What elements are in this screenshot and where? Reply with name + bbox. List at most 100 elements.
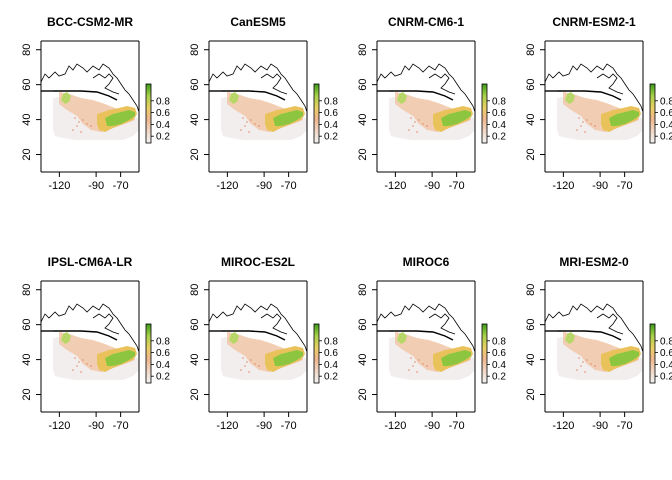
x-tick-label: -120 [384,180,406,192]
occurrence-dot [242,117,244,119]
legend-tick-label: 0.6 [156,108,170,119]
y-tick-label: 20 [21,388,33,400]
occurrence-dot [426,365,428,367]
y-tick-label: 40 [525,113,537,125]
legend-tick-label: 0.2 [156,132,170,143]
occurrence-dot [412,365,414,367]
coastlines [544,303,644,353]
border-line [389,90,454,101]
map-panel: IPSL-CM6A-LR -120 -90 -70 20 40 60 80 0.20.40.60… [21,255,170,432]
panel-title: CNRM-CM6-1 [388,15,464,29]
coastline [376,303,476,353]
legend-tick-label: 0.2 [492,132,506,143]
x-tick-label: -90 [256,420,272,432]
occurrence-dot [416,371,418,373]
x-tick-label: -70 [617,180,633,192]
x-tick-label: -70 [449,420,465,432]
occurrence-dot [584,371,586,373]
occurrence-dot [254,363,256,365]
western-suitability-patch [229,332,239,344]
x-tick-label: -70 [449,180,465,192]
coastlines [208,303,308,353]
occurrence-dot [74,357,76,359]
legend-tick-label: 0.4 [492,120,506,131]
coastline [544,63,644,113]
legend-colorbar [313,83,320,144]
occurrence-dot [82,119,84,121]
y-tick-label: 80 [189,44,201,56]
occurrence-dot [90,125,92,127]
legend-colorbar [649,323,656,384]
panel-title: BCC-CSM2-MR [47,15,133,29]
y-tick-label: 20 [525,148,537,160]
y-tick-label: 80 [21,44,33,56]
occurrence-dot [414,361,416,363]
y-tick-label: 80 [525,284,537,296]
legend-tick-label: 0.8 [492,96,506,107]
occurrence-dot [72,369,74,371]
border-line [221,90,286,101]
border-line [221,330,286,341]
legend-tick-label: 0.6 [660,108,672,119]
legend-tick-label: 0.8 [492,336,506,347]
high-suitability-region [609,110,639,126]
occurrence-dot [246,121,248,123]
border-line [389,330,454,341]
x-tick-label: -90 [88,420,104,432]
occurrence-dot [422,363,424,365]
x-tick-label: -70 [281,420,297,432]
map-panel: CNRM-CM6-1 -120 -90 -70 20 40 60 80 0.20.40.60.8 [357,15,506,192]
occurrence-dot [580,125,582,127]
high-suitability-region [441,110,471,126]
legend-tick-label: 0.6 [492,348,506,359]
occurrence-dot [80,131,82,133]
x-tick-label: -120 [216,180,238,192]
legend-tick-label: 0.2 [660,132,672,143]
western-suitability-patch [397,92,407,104]
occurrence-dot [82,359,84,361]
legend-tick-label: 0.4 [324,360,338,371]
occurrence-dot [576,129,578,131]
x-tick-label: -120 [48,420,70,432]
legend-tick-label: 0.4 [324,120,338,131]
occurrence-dot [74,117,76,119]
high-suitability-region [105,110,135,126]
y-tick-label: 20 [525,388,537,400]
occurrence-dot [422,123,424,125]
occurrence-dot [78,361,80,363]
border-line [557,330,622,341]
legend-tick-label: 0.4 [492,360,506,371]
x-tick-label: -90 [424,420,440,432]
coastlines [208,63,308,113]
legend-tick-label: 0.6 [324,108,338,119]
occurrence-dot [582,361,584,363]
coastline [376,63,476,113]
y-tick-label: 40 [357,353,369,365]
occurrence-dot [240,129,242,131]
heatmap-raster [389,332,475,380]
border-line [53,90,118,101]
occurrence-dot [244,125,246,127]
panel-title: MRI-ESM2-0 [559,255,629,269]
occurrence-dot [90,365,92,367]
map-panel: MRI-ESM2-0 -120 -90 -70 20 40 60 80 0.20.40.60.8 [525,255,672,432]
occurrence-dot [408,129,410,131]
x-tick-label: -120 [552,420,574,432]
x-tick-label: -120 [48,180,70,192]
y-tick-label: 40 [21,353,33,365]
occurrence-dot [78,121,80,123]
occurrence-dot [242,357,244,359]
y-tick-label: 40 [357,113,369,125]
coastlines [40,63,140,113]
legend-tick-label: 0.4 [660,360,672,371]
coastline [544,303,644,353]
legend-tick-label: 0.2 [324,372,338,383]
western-suitability-patch [229,92,239,104]
legend-tick-label: 0.2 [156,372,170,383]
legend-colorbar [145,323,152,384]
occurrence-dot [76,125,78,127]
occurrence-dot [258,365,260,367]
legend-tick-label: 0.6 [324,348,338,359]
occurrence-dot [418,119,420,121]
